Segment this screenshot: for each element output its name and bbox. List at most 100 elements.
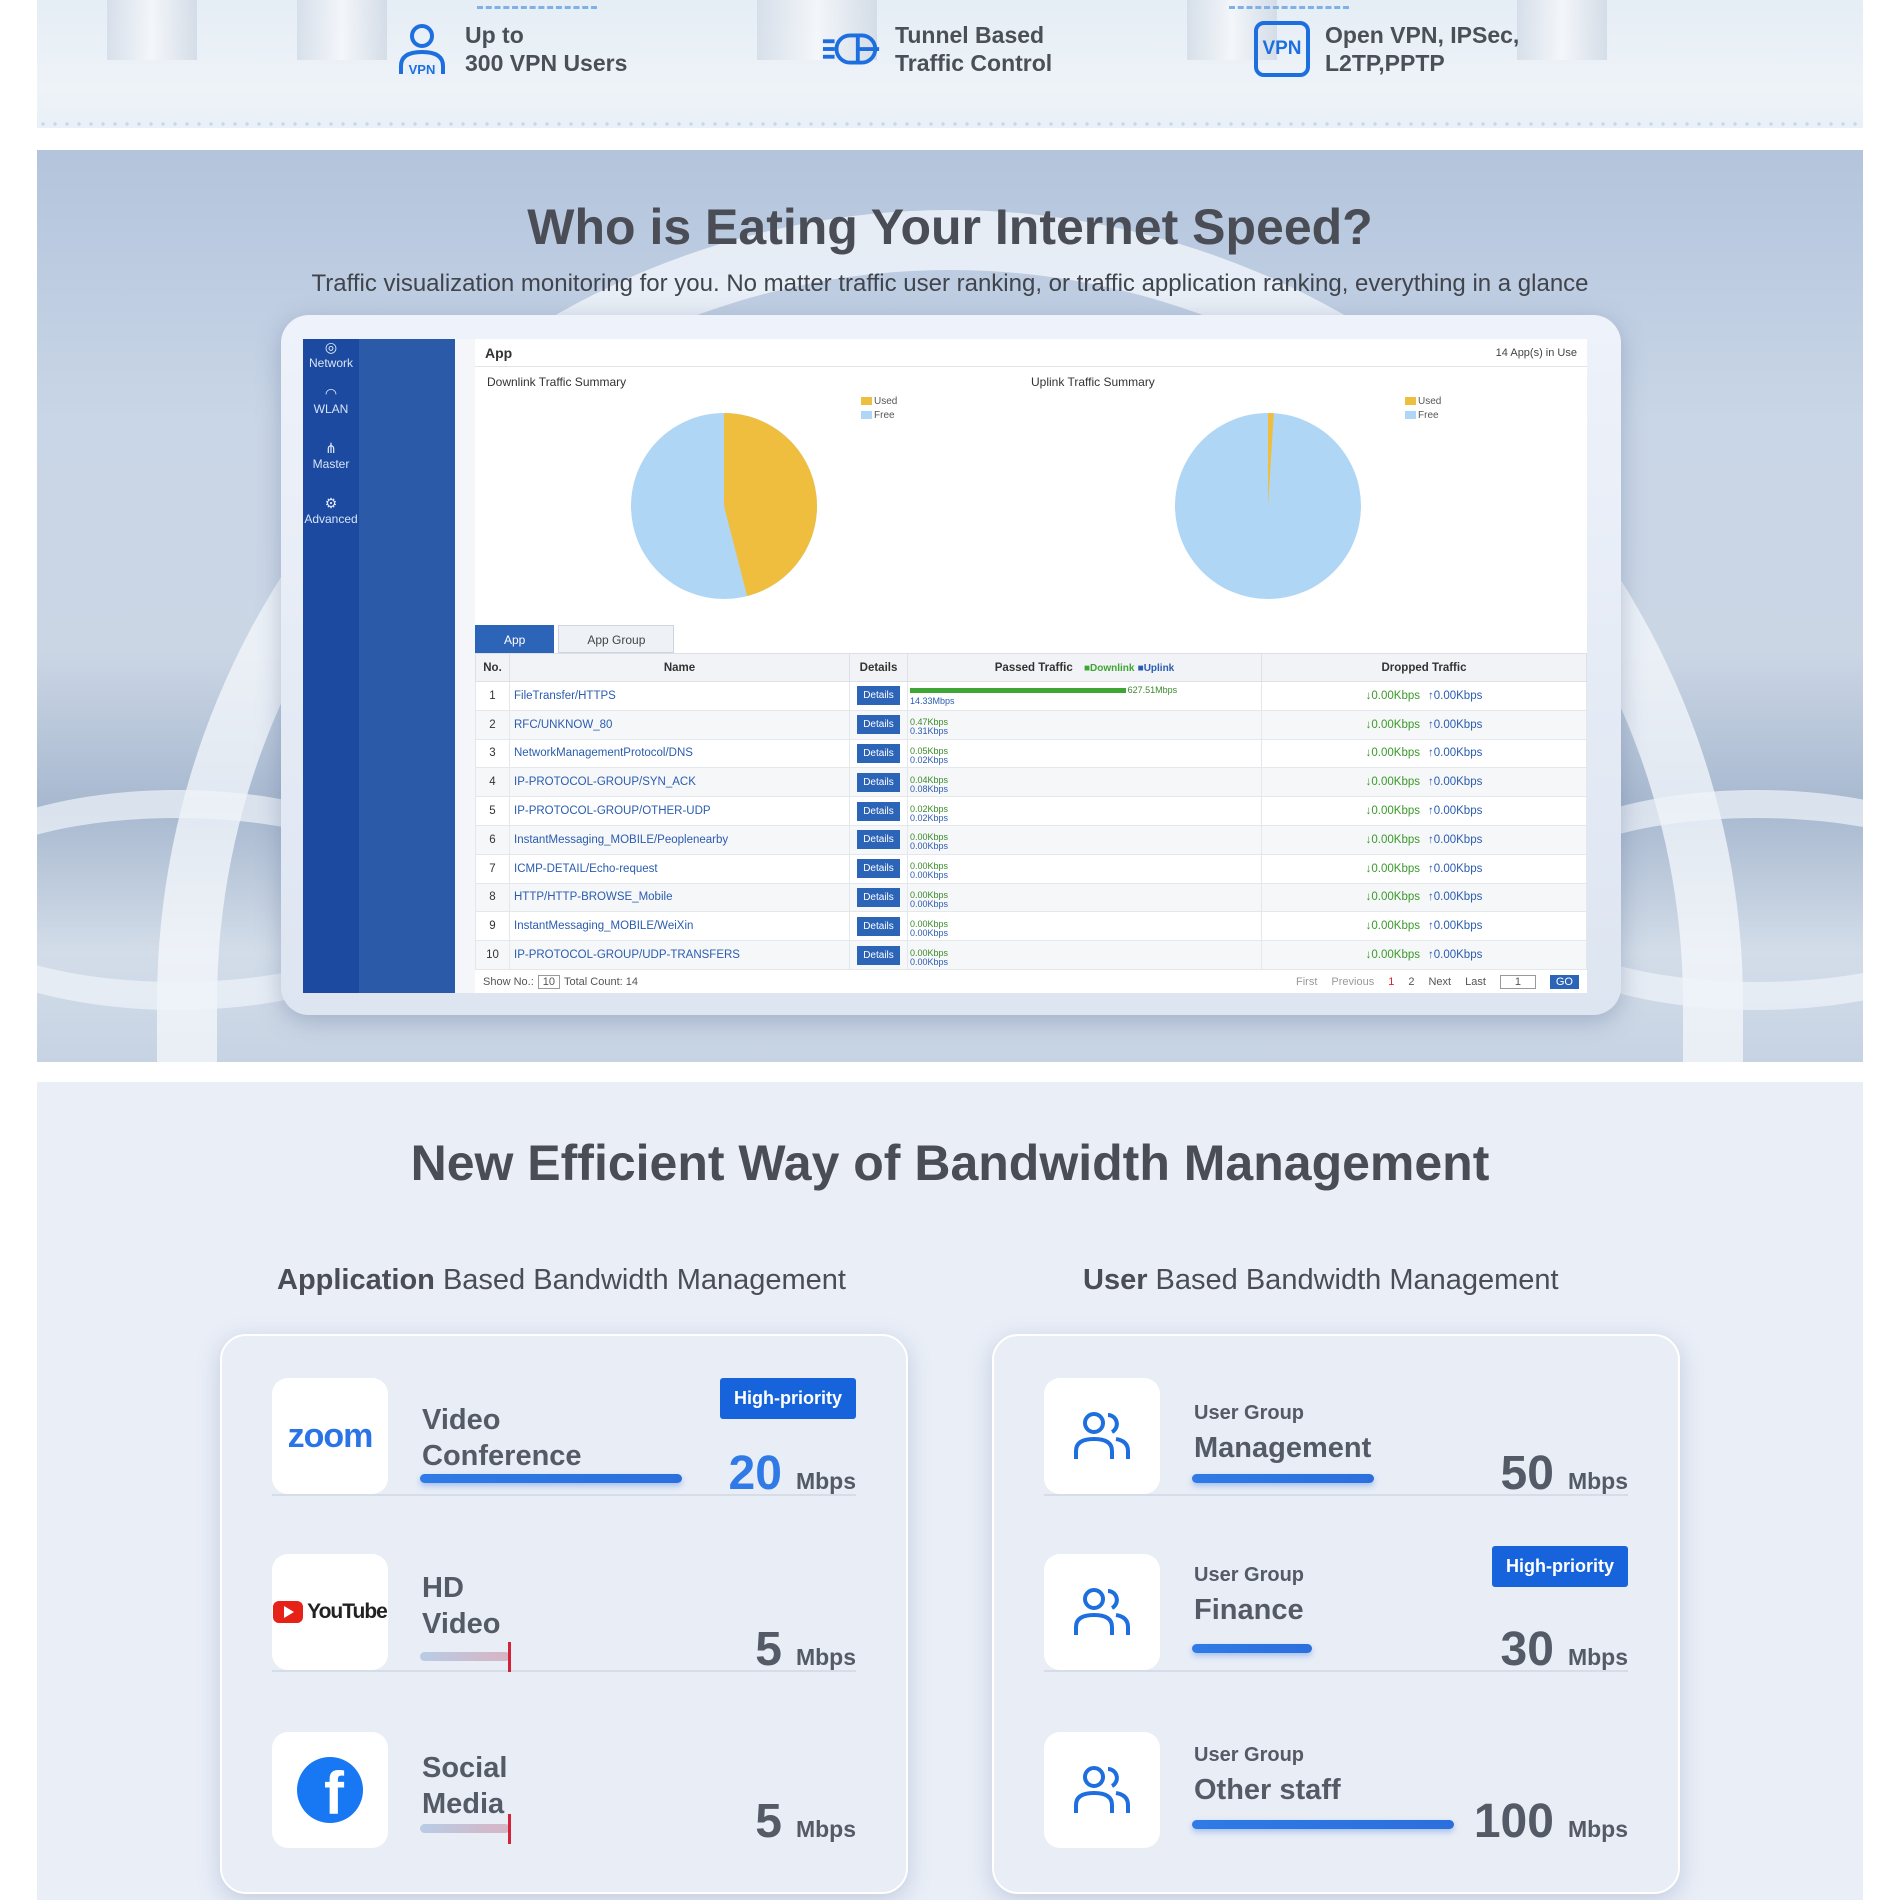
details-cell: Details	[849, 824, 908, 855]
dashed-line	[477, 6, 597, 9]
dropped-traffic-cell: ↓0.00Kbps ↑0.00Kbps	[1261, 681, 1587, 711]
legend-free-swatch	[861, 411, 872, 420]
previous-page-link[interactable]: Previous	[1331, 976, 1375, 988]
details-button[interactable]: Details	[857, 830, 900, 850]
details-cell: Details	[849, 882, 908, 913]
dropped-traffic-cell: ↓0.00Kbps ↑0.00Kbps	[1261, 709, 1587, 740]
uplink-value: 0.02Kbps	[910, 754, 949, 765]
downlink-pie-chart	[631, 413, 817, 599]
uplink-value: 0.08Kbps	[910, 783, 949, 794]
page-link-1[interactable]: 1	[1388, 976, 1395, 988]
app-name-link[interactable]: ICMP-DETAIL/Echo-request	[509, 853, 850, 884]
app-label-line: HD	[422, 1572, 464, 1604]
vpn-protocol-icon: VPN	[1251, 18, 1313, 80]
app-label-line: Media	[422, 1788, 505, 1820]
nav-item-master[interactable]: ⋔ Master	[303, 440, 359, 471]
section-subtitle: Traffic visualization monitoring for you…	[311, 270, 1589, 297]
tab-app[interactable]: App	[475, 625, 555, 653]
app-name-link[interactable]: NetworkManagementProtocol/DNS	[509, 738, 850, 769]
pager: First Previous 1 2 Next Last 1 GO	[1296, 975, 1579, 989]
app-name-link[interactable]: IP-PROTOCOL-GROUP/OTHER-UDP	[509, 796, 850, 826]
details-cell: Details	[849, 853, 908, 884]
downlink-legend: Used Free	[861, 395, 897, 423]
background-pillar	[107, 0, 197, 60]
table-row: 9 InstantMessaging_MOBILE/WeiXin Details 0.…	[475, 911, 1587, 942]
table-row: 1 FileTransfer/HTTPS Details 627.51Mbps 14.3…	[475, 681, 1587, 711]
downlink-value: 0.00Kbps	[910, 918, 949, 929]
user-column-title-rest: Based Bandwidth Management	[1147, 1264, 1559, 1296]
nav-item-network[interactable]: ◎ Network	[303, 339, 359, 370]
details-cell: Details	[849, 738, 908, 769]
details-button[interactable]: Details	[857, 772, 900, 792]
speed-value: 20 Mbps	[729, 1446, 856, 1501]
passed-traffic-cell: 0.00Kbps 0.00Kbps	[907, 911, 1262, 942]
table-header-row: No. Name Details Passed Traffic ■Downlin…	[475, 653, 1587, 682]
user-group-name: Other staff	[1194, 1774, 1341, 1806]
next-page-link[interactable]: Next	[1428, 976, 1452, 988]
dropped-up: ↑0.00Kbps	[1428, 689, 1483, 702]
details-button[interactable]: Details	[857, 801, 900, 821]
uplink-value: 0.00Kbps	[910, 898, 949, 909]
user-column-title: User Based Bandwidth Management	[1083, 1264, 1559, 1297]
details-button[interactable]: Details	[857, 887, 900, 907]
legend-used: Used	[861, 395, 897, 409]
nav-item-advanced[interactable]: ⚙ Advanced	[303, 495, 359, 526]
app-name-link[interactable]: IP-PROTOCOL-GROUP/UDP-TRANSFERS	[509, 940, 850, 970]
legend-free-swatch	[1405, 411, 1416, 420]
feature-vpn-users: VPN Up to 300 VPN Users	[391, 18, 627, 80]
table-row: 4 IP-PROTOCOL-GROUP/SYN_ACK Details 0.04Kbp…	[475, 767, 1587, 798]
page-link-2[interactable]: 2	[1408, 976, 1415, 988]
details-button[interactable]: Details	[857, 859, 900, 879]
legend-free: Free	[861, 409, 897, 423]
dropped-traffic-cell: ↓0.00Kbps ↑0.00Kbps	[1261, 767, 1587, 798]
app-name-link[interactable]: HTTP/HTTP-BROWSE_Mobile	[509, 882, 850, 913]
user-bandwidth-card: User Group Management 50 Mbps User Group…	[992, 1334, 1680, 1894]
details-button[interactable]: Details	[857, 916, 900, 936]
facebook-logo-text: f	[324, 1760, 344, 1824]
tunnel-traffic-icon	[821, 18, 883, 80]
page-size-select[interactable]: 10	[537, 975, 560, 989]
passed-traffic-cell: 0.00Kbps 0.00Kbps	[907, 940, 1262, 970]
speed-number: 100	[1473, 1795, 1554, 1848]
first-page-link[interactable]: First	[1296, 976, 1318, 988]
background-pillar	[1517, 0, 1607, 60]
user-group-label: User Group	[1194, 1564, 1305, 1586]
details-button[interactable]: Details	[857, 945, 900, 965]
feature-line: Up to	[465, 22, 524, 48]
user-row-finance: User Group Finance High-priority 30 Mbps	[1044, 1512, 1628, 1676]
tab-app-group[interactable]: App Group	[558, 625, 675, 653]
uplink-value: 0.00Kbps	[910, 927, 949, 938]
feature-vpn-protocols: VPN Open VPN, IPSec, L2TP,PPTP	[1251, 18, 1519, 80]
go-button[interactable]: GO	[1549, 975, 1579, 989]
downlink-bar	[910, 688, 1126, 693]
details-button[interactable]: Details	[857, 743, 900, 763]
table-row: 5 IP-PROTOCOL-GROUP/OTHER-UDP Details 0.02K…	[475, 796, 1587, 826]
speed-number: 50	[1500, 1447, 1554, 1500]
limit-marker	[508, 1814, 511, 1844]
app-name-link[interactable]: FileTransfer/HTTPS	[509, 681, 850, 711]
details-button[interactable]: Details	[857, 715, 900, 735]
last-page-link[interactable]: Last	[1465, 976, 1486, 988]
details-cell: Details	[849, 681, 908, 711]
downlink-value: 0.00Kbps	[910, 832, 949, 843]
dashboard-frame: ◎ Network ◠ WLAN ⋔ Master ⚙ Advanced	[281, 315, 1621, 1015]
details-cell: Details	[849, 767, 908, 798]
bandwidth-bar	[420, 1652, 510, 1661]
table-row: 3 NetworkManagementProtocol/DNS Details 0.0…	[475, 738, 1587, 769]
youtube-logo-text: YouTube	[307, 1600, 388, 1623]
app-column-title: Application Based Bandwidth Management	[277, 1264, 846, 1297]
app-name-link[interactable]: InstantMessaging_MOBILE/Peoplenearby	[509, 824, 850, 855]
table-row: 6 InstantMessaging_MOBILE/Peoplenearby Det…	[475, 824, 1587, 855]
row-number: 6	[475, 824, 510, 855]
nav-item-wlan[interactable]: ◠ WLAN	[303, 385, 359, 416]
details-button[interactable]: Details	[857, 686, 900, 706]
passed-traffic-cell: 0.02Kbps 0.02Kbps	[907, 796, 1262, 826]
app-name-link[interactable]: InstantMessaging_MOBILE/WeiXin	[509, 911, 850, 942]
column-header: Passed Traffic	[994, 661, 1073, 674]
page-input[interactable]: 1	[1499, 975, 1536, 989]
app-name-link[interactable]: RFC/UNKNOW_80	[509, 709, 850, 740]
app-name-link[interactable]: IP-PROTOCOL-GROUP/SYN_ACK	[509, 767, 850, 798]
row-number: 8	[475, 882, 510, 913]
dropped-up: ↑0.00Kbps	[1428, 776, 1483, 789]
bandwidth-bar	[420, 1474, 682, 1483]
